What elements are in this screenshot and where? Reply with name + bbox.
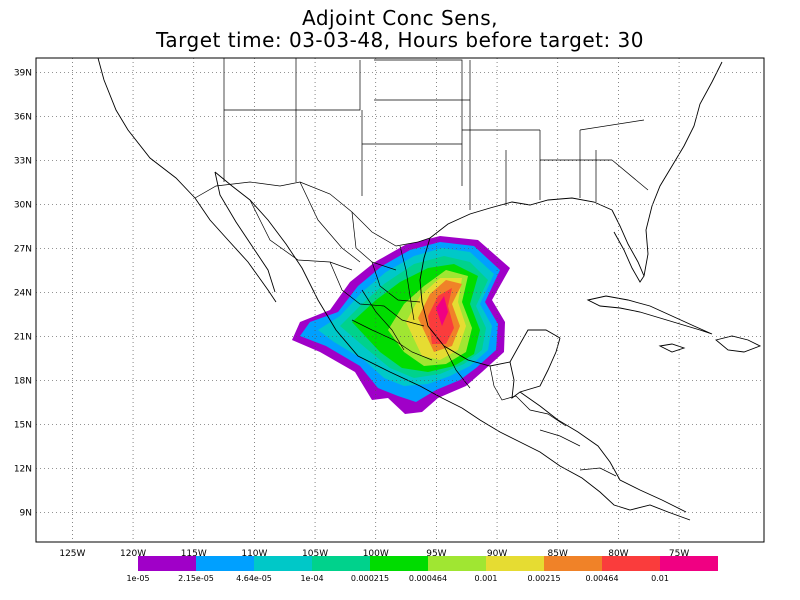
colorbar-label: 0.01 xyxy=(651,574,669,583)
lat-tick-label: 21N xyxy=(14,333,32,343)
lon-tick-label: 80W xyxy=(608,549,628,559)
coastlines xyxy=(97,57,762,521)
lat-tick-label: 30N xyxy=(14,201,32,211)
colorbar-label: 4.64e-05 xyxy=(236,574,272,583)
contour-level-10 xyxy=(436,296,448,326)
colorbar-label: 0.001 xyxy=(475,574,498,583)
colorbar-swatch xyxy=(370,556,428,571)
colorbar-label: 2.15e-05 xyxy=(178,574,214,583)
colorbar-swatch xyxy=(254,556,312,571)
lon-tick-label: 120W xyxy=(120,549,146,559)
map-frame xyxy=(35,57,765,543)
lat-tick-label: 9N xyxy=(20,509,32,519)
lat-tick-label: 12N xyxy=(14,465,32,475)
colorbar-label: 0.00464 xyxy=(585,574,618,583)
lat-tick-label: 15N xyxy=(14,421,32,431)
colorbar-label: 0.00215 xyxy=(527,574,560,583)
lon-tick-label: 100W xyxy=(363,549,389,559)
lat-tick-label: 27N xyxy=(14,245,32,255)
colorbar-swatch xyxy=(196,556,254,571)
lon-tick-label: 95W xyxy=(426,549,446,559)
political-borders xyxy=(194,58,649,477)
lat-tick-label: 39N xyxy=(14,69,32,79)
latitude-tick-labels: 39N 36N 33N 30N 27N 24N 21N 18N 15N 12N 9N xyxy=(14,69,32,519)
lat-tick-label: 24N xyxy=(14,289,32,299)
lon-tick-label: 90W xyxy=(487,549,507,559)
map-title-line2: Target time: 03-03-48, Hours before targ… xyxy=(155,28,645,52)
colorbar-swatch xyxy=(312,556,370,571)
colorbar-swatch xyxy=(428,556,486,571)
colorbar-swatch xyxy=(602,556,660,571)
lat-tick-label: 36N xyxy=(14,113,32,123)
colorbar: 1e-05 2.15e-05 4.64e-05 1e-04 0.000215 0.0004… xyxy=(126,556,718,583)
colorbar-swatch xyxy=(486,556,544,571)
colorbar-swatch xyxy=(544,556,602,571)
lon-tick-label: 115W xyxy=(181,549,207,559)
lon-tick-label: 110W xyxy=(241,549,267,559)
colorbar-label: 0.000215 xyxy=(351,574,389,583)
lat-tick-label: 33N xyxy=(14,157,32,167)
colorbar-label: 0.000464 xyxy=(409,574,447,583)
lat-tick-label: 18N xyxy=(14,377,32,387)
longitude-tick-labels: 125W 120W 115W 110W 105W 100W 95W 90W 85W 80W 75W xyxy=(59,549,689,559)
colorbar-swatch xyxy=(660,556,718,571)
lat-lon-grid xyxy=(36,58,764,542)
map-title-line1: Adjoint Conc Sens, xyxy=(302,6,498,30)
colorbar-label: 1e-05 xyxy=(126,574,149,583)
lon-tick-label: 105W xyxy=(302,549,328,559)
lon-tick-label: 75W xyxy=(669,549,689,559)
lon-tick-label: 125W xyxy=(59,549,85,559)
colorbar-label: 1e-04 xyxy=(300,574,323,583)
lon-tick-label: 85W xyxy=(548,549,568,559)
colorbar-swatch xyxy=(138,556,196,571)
